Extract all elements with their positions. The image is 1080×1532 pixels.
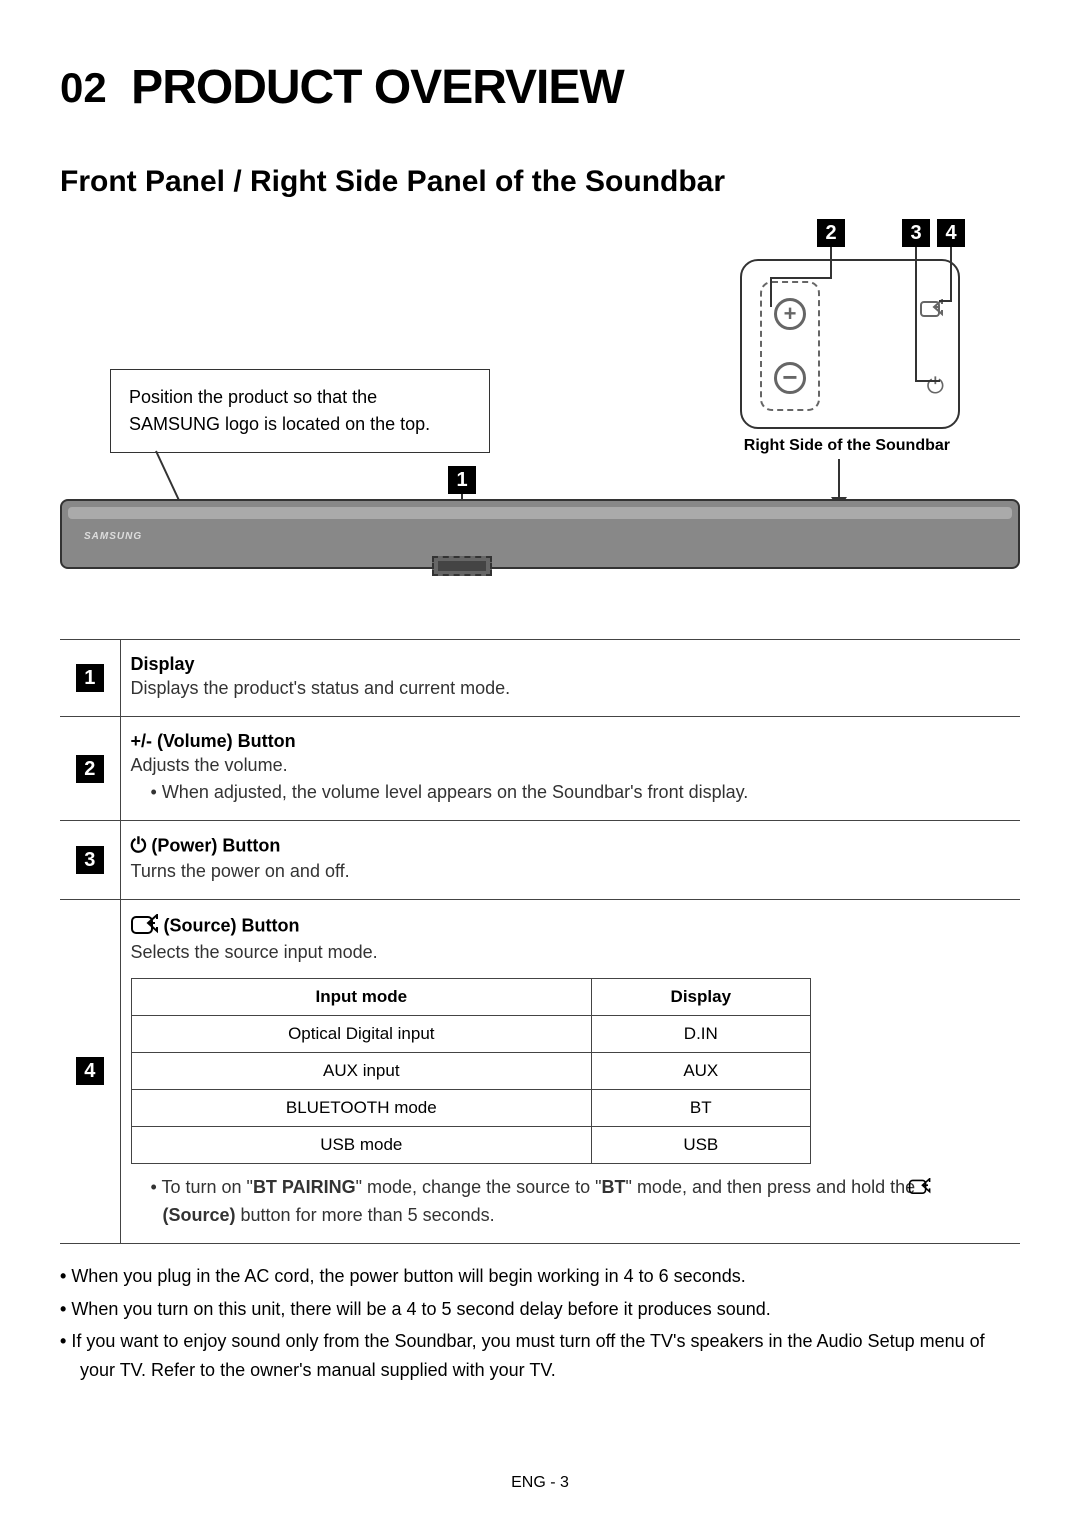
volume-button-group: + − [760, 281, 820, 411]
volume-down-icon: − [774, 362, 806, 394]
power-icon: ⏻ [131, 835, 147, 857]
callout-marker-3: 3 [902, 219, 930, 247]
def-row-2: 2 +/- (Volume) Button Adjusts the volume… [60, 717, 1020, 821]
mode-header: Input mode [131, 979, 592, 1016]
source-icon [920, 1175, 932, 1202]
leader-line [915, 247, 917, 382]
def-row-3: 3 ⏻ (Power) Button Turns the power on an… [60, 821, 1020, 900]
note-item: When you plug in the AC cord, the power … [60, 1262, 1020, 1291]
leader-line [915, 380, 940, 382]
power-icon: ⏻ [927, 373, 944, 399]
samsung-logo: SAMSUNG [84, 531, 142, 542]
soundbar-top-surface [68, 507, 1012, 519]
note-item: If you want to enjoy sound only from the… [60, 1327, 1020, 1385]
note-item: When you turn on this unit, there will b… [60, 1295, 1020, 1324]
def-desc: Displays the product's status and curren… [131, 675, 1011, 702]
leader-line [830, 247, 832, 277]
mode-cell: BLUETOOTH mode [131, 1090, 592, 1127]
component-definition-table: 1 Display Displays the product's status … [60, 639, 1020, 1244]
soundbar-front-outline: SAMSUNG [60, 499, 1020, 569]
display-window-inner [438, 561, 486, 571]
def-desc: Selects the source input mode. [131, 939, 1011, 966]
def-desc: Adjusts the volume. [131, 752, 1011, 779]
product-diagram: + − ⏻ 2 3 4 Right Side of the Soundbar P… [60, 219, 1020, 589]
mode-cell: USB [592, 1127, 810, 1164]
side-panel-label: Right Side of the Soundbar [744, 437, 950, 455]
leader-line [770, 277, 772, 307]
chapter-header: 02 PRODUCT OVERVIEW [60, 60, 1020, 115]
mode-cell: BT [592, 1090, 810, 1127]
def-title: Display [131, 654, 1011, 675]
section-title: Front Panel / Right Side Panel of the So… [60, 165, 1020, 199]
notes-list: When you plug in the AC cord, the power … [60, 1262, 1020, 1385]
mode-cell: AUX [592, 1053, 810, 1090]
row-marker: 4 [76, 1057, 104, 1085]
callout-marker-4: 4 [937, 219, 965, 247]
def-bullet: When adjusted, the volume level appears … [151, 779, 1011, 806]
row-marker: 1 [76, 664, 104, 692]
callout-marker-2: 2 [817, 219, 845, 247]
leader-line [155, 451, 182, 506]
def-title: ⏻ (Power) Button [131, 835, 1011, 858]
chapter-title: PRODUCT OVERVIEW [131, 60, 624, 115]
def-footnote: To turn on "BT PAIRING" mode, change the… [151, 1174, 1011, 1229]
mode-cell: USB mode [131, 1127, 592, 1164]
mode-cell: D.IN [592, 1016, 810, 1053]
leader-line [939, 300, 952, 302]
leader-line [772, 277, 832, 279]
input-mode-table: Input mode Display Optical Digital input… [131, 978, 811, 1164]
mode-header: Display [592, 979, 810, 1016]
mode-cell: AUX input [131, 1053, 592, 1090]
def-row-4: 4 (Source) Button Selects the source inp… [60, 900, 1020, 1244]
def-row-1: 1 Display Displays the product's status … [60, 640, 1020, 717]
source-icon [131, 914, 159, 939]
mode-cell: Optical Digital input [131, 1016, 592, 1053]
def-desc: Turns the power on and off. [131, 858, 1011, 885]
chapter-number: 02 [60, 64, 107, 112]
volume-up-icon: + [774, 298, 806, 330]
leader-line [950, 247, 952, 302]
def-title: (Source) Button [131, 914, 1011, 939]
source-icon [920, 299, 944, 322]
position-callout-text: Position the product so that the SAMSUNG… [110, 369, 490, 453]
def-title: +/- (Volume) Button [131, 731, 1011, 752]
callout-marker-1: 1 [448, 466, 476, 494]
row-marker: 3 [76, 846, 104, 874]
row-marker: 2 [76, 755, 104, 783]
page-number: ENG - 3 [0, 1474, 1080, 1492]
side-panel-outline: + − ⏻ [740, 259, 960, 429]
